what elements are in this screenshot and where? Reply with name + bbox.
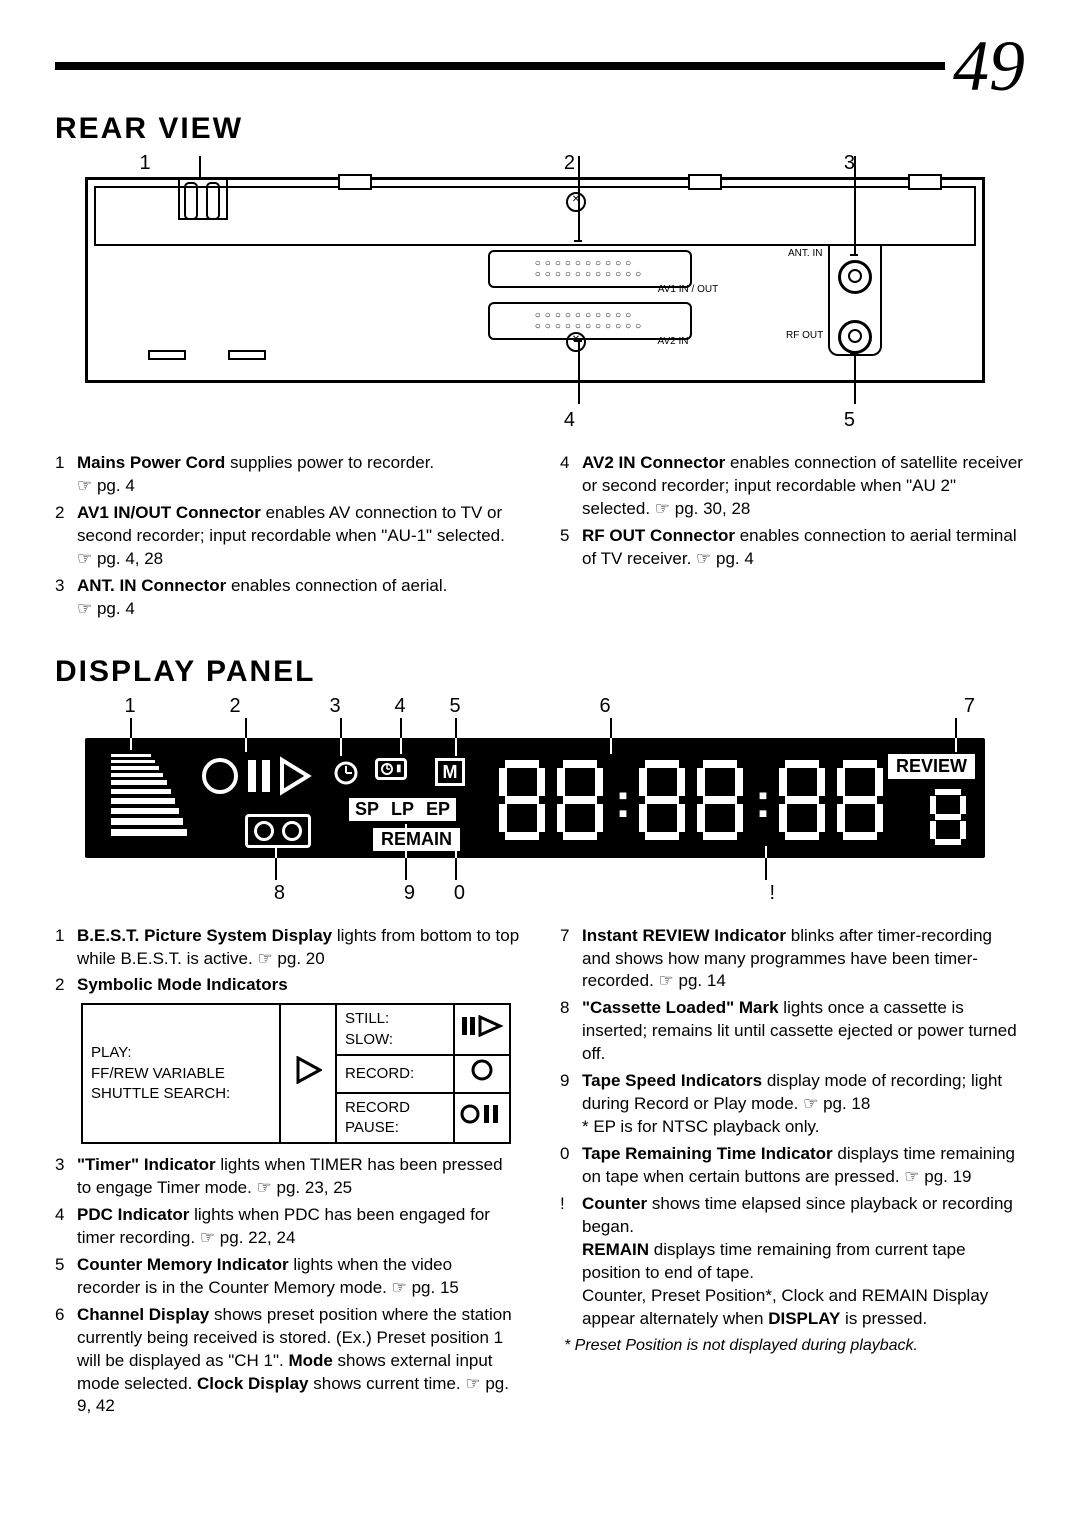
rear-item-4: 4 AV2 IN Connector enables connection of… [560, 452, 1025, 521]
disp-item-bang: !Counter shows time elapsed since playba… [560, 1193, 1025, 1331]
disp-item-7: 7Instant REVIEW Indicator blinks after t… [560, 925, 1025, 994]
rear-col-left: 1 Mains Power Cord supplies power to rec… [55, 452, 520, 625]
play-symbol-icon [280, 1004, 336, 1143]
manual-page: 49 REAR VIEW 1 2 3 ✕ ✕ ○○○○○○○○○○○○○○○○○… [0, 0, 1080, 1462]
display-panel-drawing: ▮ M SP LP EP REMAIN : [85, 738, 985, 858]
memory-m-icon: M [435, 758, 465, 786]
record-symbol-icon [454, 1055, 510, 1093]
disp-item-6: 6Channel Display shows preset position w… [55, 1304, 520, 1419]
display-col-left: 1B.E.S.T. Picture System Display lights … [55, 925, 520, 1423]
rear-diagram: 1 2 3 ✕ ✕ ○○○○○○○○○○○○○○○○○○○○○ AV1 IN /… [85, 152, 985, 432]
disp-item-4: 4PDC Indicator lights when PDC has been … [55, 1204, 520, 1250]
header-bar: 49 [55, 30, 1025, 102]
label-av2: AV2 IN [628, 336, 718, 347]
display-descriptions: 1B.E.S.T. Picture System Display lights … [55, 925, 1025, 1423]
counter-display [635, 756, 749, 844]
rear-panel-drawing: ✕ ✕ ○○○○○○○○○○○○○○○○○○○○○ AV1 IN / OUT ○… [85, 177, 985, 383]
speed-badges: SP LP EP [349, 798, 456, 821]
mode-record-cell: RECORD: [336, 1055, 454, 1093]
mode-left-cell: PLAY: FF/REW VARIABLE SHUTTLE SEARCH: [82, 1004, 280, 1143]
mode-recpause-cell: RECORD PAUSE: [336, 1093, 454, 1144]
pdc-icon: ▮ [375, 758, 407, 780]
rear-item-1: 1 Mains Power Cord supplies power to rec… [55, 452, 520, 498]
page-number: 49 [945, 30, 1025, 102]
remain-badge: REMAIN [373, 828, 460, 851]
best-bars-icon [111, 754, 187, 836]
rear-callouts-top: 1 2 3 [85, 152, 985, 175]
rear-col-right: 4 AV2 IN Connector enables connection of… [560, 452, 1025, 625]
display-callouts-bottom: 8 9 0 ! [85, 882, 985, 905]
channel-display [495, 756, 609, 844]
disp-item-2: 2Symbolic Mode Indicators [55, 974, 520, 997]
section-title-rear: REAR VIEW [55, 112, 1025, 146]
rear-callout-4: 4 [85, 409, 575, 432]
display-footnote: * Preset Position is not displayed durin… [564, 1335, 1025, 1357]
rear-item-3: 3 ANT. IN Connector enables connection o… [55, 575, 520, 621]
cassette-icon [245, 814, 311, 848]
mode-indicator-table: PLAY: FF/REW VARIABLE SHUTTLE SEARCH: ST… [81, 1003, 511, 1144]
rear-callout-1: 1 [85, 152, 205, 175]
play-icon [278, 756, 312, 796]
record-pause-icon [454, 1093, 510, 1144]
rear-item-5: 5 RF OUT Connector enables connection to… [560, 525, 1025, 571]
disp-item-9: 9Tape Speed Indicators display mode of r… [560, 1070, 1025, 1139]
timer-icon [333, 760, 359, 786]
rear-descriptions: 1 Mains Power Cord supplies power to rec… [55, 452, 1025, 625]
counter-display-2 [775, 756, 889, 844]
still-slow-icon [454, 1004, 510, 1055]
rear-callout-5: 5 [575, 409, 855, 432]
display-callouts-top: 1 2 3 4 5 6 7 [85, 695, 985, 718]
review-badge: REVIEW [888, 754, 975, 779]
display-diagram: 1 2 3 4 5 6 7 [85, 695, 985, 905]
disp-item-0: 0Tape Remaining Time Indicator displays … [560, 1143, 1025, 1189]
label-ant-in: ANT. IN [788, 248, 822, 259]
record-icon [200, 756, 240, 796]
header-rule [55, 62, 945, 70]
review-digit [927, 786, 971, 853]
rear-item-2: 2 AV1 IN/OUT Connector enables AV connec… [55, 502, 520, 571]
rear-callout-3: 3 [575, 152, 855, 175]
mode-still-cell: STILL: SLOW: [336, 1004, 454, 1055]
label-rf-out: RF OUT [786, 330, 823, 341]
disp-item-5: 5Counter Memory Indicator lights when th… [55, 1254, 520, 1300]
disp-item-3: 3"Timer" Indicator lights when TIMER has… [55, 1154, 520, 1200]
pause-icon [246, 756, 272, 796]
disp-item-1: 1B.E.S.T. Picture System Display lights … [55, 925, 520, 971]
label-av1: AV1 IN / OUT [628, 284, 748, 295]
rear-callouts-bottom: 4 5 [85, 409, 985, 432]
section-title-display: DISPLAY PANEL [55, 655, 1025, 689]
mode-indicator-row [200, 756, 312, 796]
disp-item-8: 8"Cassette Loaded" Mark lights once a ca… [560, 997, 1025, 1066]
rear-callout-2: 2 [205, 152, 575, 175]
display-col-right: 7Instant REVIEW Indicator blinks after t… [560, 925, 1025, 1423]
